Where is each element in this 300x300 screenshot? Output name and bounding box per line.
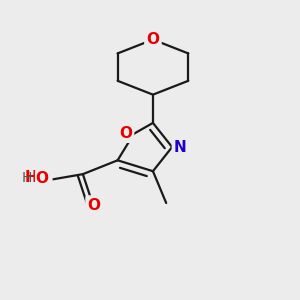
Text: H: H: [21, 171, 32, 185]
Text: O: O: [146, 32, 159, 47]
Text: HO: HO: [25, 170, 51, 185]
Text: N: N: [174, 140, 187, 154]
Text: O: O: [119, 126, 132, 141]
Text: O: O: [36, 171, 49, 186]
Text: O: O: [88, 198, 100, 213]
